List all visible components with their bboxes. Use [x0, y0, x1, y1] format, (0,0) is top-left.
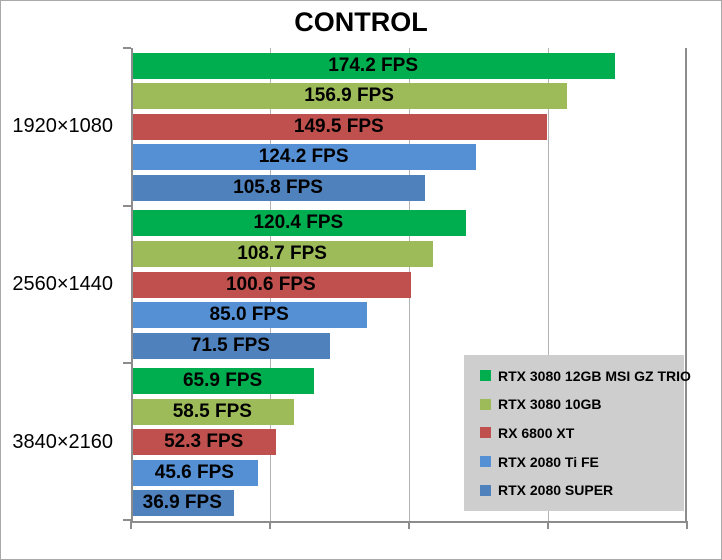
bar: 65.9 FPS [131, 367, 315, 394]
bar-value-label: 120.4 FPS [253, 212, 344, 234]
bar-value-label: 156.9 FPS [304, 85, 394, 107]
legend-entry: RTX 2080 SUPER [480, 482, 684, 498]
bar: 58.5 FPS [131, 398, 294, 425]
chart-title: CONTROL [294, 7, 428, 37]
x-axis-tick [130, 521, 132, 529]
x-axis-tick [408, 521, 410, 529]
y-axis-tick [123, 362, 131, 365]
bar-group-1440p: 120.4 FPS 108.7 FPS 100.6 FPS 85.0 FPS 7… [131, 206, 687, 364]
bar: 108.7 FPS [131, 240, 434, 267]
bar-value-label: 105.8 FPS [233, 177, 323, 199]
category-label-1080p: 1920×1080 [12, 115, 113, 138]
legend-entry: RX 6800 XT [480, 425, 684, 441]
bar-value-label: 52.3 FPS [164, 431, 244, 453]
bar: 85.0 FPS [131, 302, 368, 329]
x-axis-tick [547, 521, 549, 529]
bar-value-label: 100.6 FPS [225, 273, 316, 295]
bar-groups: 174.2 FPS 156.9 FPS 149.5 FPS 124.2 FPS … [131, 48, 687, 521]
bar-value-label: 174.2 FPS [328, 54, 419, 76]
bar-value-label: 124.2 FPS [258, 146, 349, 168]
legend-color-swatch [480, 456, 491, 468]
legend-color-swatch [480, 484, 491, 496]
legend-color-swatch [480, 370, 491, 382]
x-axis-line [131, 521, 687, 523]
bar-value-label: 58.5 FPS [172, 400, 252, 422]
x-axis-tick [686, 521, 688, 529]
bar-value-label: 45.6 FPS [154, 461, 234, 483]
bar: 124.2 FPS [131, 144, 477, 171]
x-axis-tick [269, 521, 271, 529]
y-axis-tick [123, 204, 131, 207]
y-axis-tick [123, 519, 131, 521]
legend-entry: RTX 3080 10GB [480, 396, 684, 412]
bar: 45.6 FPS [131, 459, 258, 486]
legend-series-label: RX 6800 XT [498, 424, 575, 441]
bar: 149.5 FPS [131, 113, 547, 140]
legend-entry: RTX 3080 12GB MSI GZ TRIO [480, 368, 691, 384]
legend-series-label: RTX 2080 SUPER [498, 482, 614, 499]
bar: 71.5 FPS [131, 332, 330, 359]
bar-value-label: 149.5 FPS [293, 115, 384, 137]
bar-value-label: 85.0 FPS [209, 304, 289, 326]
category-label-2160p: 3840×2160 [12, 430, 113, 453]
legend-entry: RTX 2080 Ti FE [480, 454, 684, 470]
legend-color-swatch [480, 398, 491, 410]
bar-group-2160p: 65.9 FPS 58.5 FPS 52.3 FPS 45.6 FPS 36.9… [131, 363, 687, 521]
bar: 105.8 FPS [131, 175, 426, 202]
bar: 100.6 FPS [131, 271, 411, 298]
legend-color-swatch [480, 427, 491, 439]
legend-series-label: RTX 3080 10GB [498, 396, 602, 413]
y-axis-line [131, 48, 133, 521]
legend: RTX 3080 12GB MSI GZ TRIO RTX 3080 10GB … [464, 355, 691, 511]
category-label-1440p: 2560×1440 [12, 272, 113, 295]
plot-area: 0 50 100 150 200 174.2 FPS 156.9 FPS 149… [123, 47, 688, 529]
bar: 52.3 FPS [131, 429, 277, 456]
bar-value-label: 71.5 FPS [190, 334, 270, 356]
bar: 36.9 FPS [131, 490, 234, 517]
y-axis-tick [123, 47, 131, 49]
legend-series-label: RTX 2080 Ti FE [498, 453, 599, 470]
bar-value-label: 36.9 FPS [142, 492, 222, 514]
gridline-200 [685, 48, 687, 521]
gridline-150 [548, 48, 549, 521]
bar: 120.4 FPS [131, 210, 466, 237]
bar: 156.9 FPS [131, 83, 568, 110]
legend-series-label: RTX 3080 12GB MSI GZ TRIO [498, 367, 691, 384]
bar: 174.2 FPS [131, 52, 616, 79]
bar-value-label: 108.7 FPS [237, 242, 327, 264]
bar-value-label: 65.9 FPS [182, 369, 263, 391]
bar-group-1080p: 174.2 FPS 156.9 FPS 149.5 FPS 124.2 FPS … [131, 48, 687, 206]
